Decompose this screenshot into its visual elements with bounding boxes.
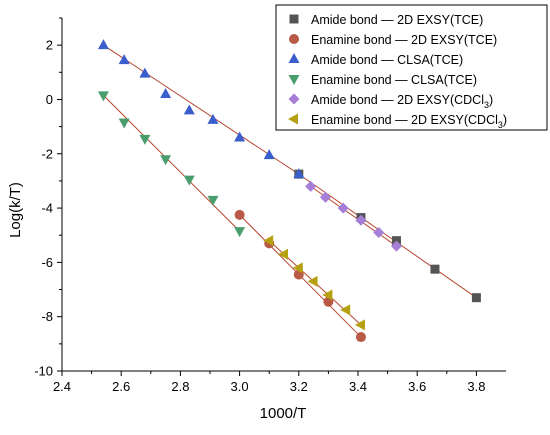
legend-entry: Amide bond — CLSA(TCE) [311,53,463,67]
data-point [234,131,246,142]
legend-marker [289,34,299,44]
legend-subscript: 3 [498,120,503,130]
data-point [183,175,195,186]
data-point [305,180,317,192]
data-point [207,195,219,206]
data-point [160,155,172,166]
legend-text-part: Enamine bond — CLSA(TCE) [311,73,477,87]
legend-entry: Enamine bond — 2D EXSY(CDCl3) [311,113,507,130]
data-point [97,39,109,50]
data-point [354,319,365,331]
fit-line [103,95,240,232]
legend-text-part: Amide bond — 2D EXSY(TCE) [311,13,483,27]
legend-marker [288,113,298,125]
data-point [471,293,481,303]
data-point [97,91,109,102]
x-tick-label: 3.0 [231,379,249,394]
data-point [319,191,331,203]
x-tick-label: 3.6 [408,379,426,394]
legend-entry: Amide bond — 2D EXSY(TCE) [311,13,483,27]
legend-subscript: 3 [484,100,489,110]
data-point [355,214,367,226]
plot-layer [97,39,481,343]
data-point [390,240,402,252]
legend-entry: Amide bond — 2D EXSY(CDCl3) [311,93,493,110]
x-tick-label: 2.4 [53,379,71,394]
data-point [337,202,349,214]
data-point [263,235,274,247]
x-tick-label: 3.8 [467,379,485,394]
data-point [139,134,151,145]
data-point [183,104,195,115]
y-tick-label: -10 [34,364,53,379]
data-point [307,275,318,287]
data-point [322,289,333,301]
legend-text-part: Amide bond — CLSA(TCE) [311,53,463,67]
legend-marker [288,75,300,85]
data-point [139,67,151,78]
x-axis-label: 1000/T [260,405,307,422]
data-point [292,262,303,274]
y-tick-label: 0 [46,92,53,107]
axis-layer: 2.4 2.6 2.8 3.0 3.2 3.4 3.6 3.8 2 0 -2 -4 -6 -8 -10 [34,17,506,394]
x-tick-label: 2.6 [112,379,130,394]
legend-box [275,4,548,131]
y-tick-label: 2 [46,38,53,53]
data-point [160,88,172,99]
data-point [355,332,366,343]
legend-marker [288,93,300,105]
fit-line [103,44,300,175]
data-point [373,227,385,239]
legend-text-part: Enamine bond — 2D EXSY(TCE) [311,33,497,47]
y-tick-label: -6 [41,255,53,270]
data-point [278,248,288,260]
data-point [263,149,275,160]
legend-text-part: ) [503,113,507,127]
x-tick-label: 2.8 [171,379,189,394]
data-point [118,118,130,129]
data-point [293,168,305,179]
legend-text-part: Enamine bond — 2D EXSY(CDCl [311,113,498,127]
y-tick-label: -2 [41,146,53,161]
data-point [340,304,351,316]
y-tick-label: -4 [41,201,53,216]
x-tick-label: 3.2 [290,379,308,394]
y-axis-label: Log(k/T) [7,182,24,238]
legend-entry: Enamine bond — CLSA(TCE) [311,73,477,87]
data-point [207,113,219,124]
data-point [234,227,246,238]
legend-text-part: Amide bond — 2D EXSY(CDCl [311,93,484,107]
data-point [430,264,440,274]
data-point [234,209,245,220]
legend-marker [289,14,299,24]
legend: Amide bond — 2D EXSY(TCE) Enamine bond — … [275,4,548,131]
legend-entry: Enamine bond — 2D EXSY(TCE) [311,33,497,47]
x-tick-label: 3.4 [349,379,367,394]
legend-text-part: ) [489,93,493,107]
data-point [118,54,130,65]
y-tick-label: -8 [41,309,53,324]
legend-marker [288,53,300,63]
